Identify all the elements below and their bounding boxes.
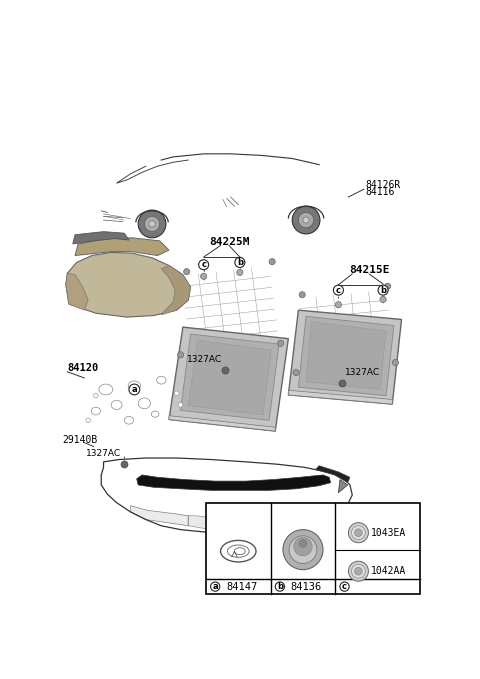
Text: c: c	[336, 286, 341, 295]
Ellipse shape	[111, 400, 122, 409]
Polygon shape	[66, 253, 191, 317]
Text: 1043EA: 1043EA	[371, 528, 406, 538]
Polygon shape	[169, 327, 288, 431]
FancyBboxPatch shape	[356, 532, 361, 536]
Polygon shape	[137, 475, 331, 490]
Circle shape	[237, 270, 243, 276]
Circle shape	[275, 582, 285, 591]
Circle shape	[303, 217, 309, 223]
Ellipse shape	[124, 416, 133, 424]
Polygon shape	[66, 273, 88, 310]
Polygon shape	[161, 265, 191, 315]
Polygon shape	[315, 466, 350, 483]
Circle shape	[149, 221, 155, 227]
Circle shape	[199, 260, 209, 270]
Ellipse shape	[151, 411, 159, 417]
Circle shape	[334, 285, 343, 295]
Text: 1327AC: 1327AC	[345, 368, 381, 377]
Circle shape	[299, 540, 307, 547]
Text: 29140B: 29140B	[63, 435, 98, 445]
Circle shape	[348, 523, 369, 543]
Ellipse shape	[156, 376, 166, 384]
Polygon shape	[288, 310, 402, 404]
Circle shape	[380, 296, 386, 302]
Text: 84116: 84116	[365, 187, 395, 197]
Circle shape	[292, 206, 320, 234]
Text: 1327AC: 1327AC	[187, 355, 222, 364]
Ellipse shape	[91, 407, 100, 415]
Circle shape	[392, 359, 398, 365]
Circle shape	[269, 259, 275, 265]
Text: 1327AC: 1327AC	[86, 449, 121, 458]
Circle shape	[336, 301, 341, 308]
Text: b: b	[380, 286, 386, 295]
Circle shape	[129, 384, 140, 395]
Circle shape	[293, 369, 299, 375]
Text: 1042AA: 1042AA	[371, 566, 406, 576]
Text: 84225M: 84225M	[209, 237, 249, 246]
Circle shape	[294, 537, 312, 556]
Circle shape	[355, 568, 362, 575]
Circle shape	[94, 393, 98, 398]
Circle shape	[378, 285, 388, 295]
Polygon shape	[180, 334, 279, 420]
Circle shape	[384, 283, 391, 289]
Circle shape	[351, 564, 365, 578]
Polygon shape	[188, 516, 288, 531]
Polygon shape	[188, 340, 271, 415]
Circle shape	[348, 561, 369, 581]
Polygon shape	[288, 390, 392, 404]
Circle shape	[277, 340, 284, 346]
Circle shape	[289, 536, 317, 564]
Circle shape	[86, 418, 90, 422]
Ellipse shape	[138, 398, 151, 409]
Circle shape	[340, 582, 349, 591]
FancyBboxPatch shape	[206, 503, 420, 594]
FancyBboxPatch shape	[355, 570, 361, 574]
Circle shape	[144, 216, 160, 232]
Circle shape	[184, 269, 190, 275]
Text: a: a	[132, 385, 137, 394]
Text: b: b	[277, 582, 283, 591]
Polygon shape	[306, 322, 386, 390]
Ellipse shape	[128, 381, 141, 390]
Circle shape	[178, 352, 184, 358]
Text: 84120: 84120	[67, 363, 98, 373]
Text: c: c	[201, 260, 206, 270]
Polygon shape	[131, 506, 188, 526]
Polygon shape	[169, 416, 275, 431]
Text: 84147: 84147	[226, 582, 257, 591]
Circle shape	[235, 257, 245, 268]
Circle shape	[355, 529, 362, 536]
Circle shape	[299, 292, 305, 298]
Circle shape	[211, 582, 220, 591]
Polygon shape	[299, 316, 394, 396]
Circle shape	[178, 403, 183, 407]
Text: 84136: 84136	[291, 582, 322, 591]
Polygon shape	[288, 508, 329, 528]
Circle shape	[351, 526, 365, 540]
Circle shape	[174, 391, 179, 396]
Polygon shape	[75, 238, 169, 255]
Polygon shape	[338, 479, 348, 493]
Circle shape	[201, 273, 207, 279]
Text: a: a	[212, 582, 218, 591]
Circle shape	[299, 213, 314, 227]
Circle shape	[283, 530, 323, 570]
Text: b: b	[237, 258, 243, 267]
Text: 84126R: 84126R	[365, 180, 401, 189]
Ellipse shape	[99, 384, 113, 395]
Polygon shape	[73, 232, 129, 244]
Text: c: c	[342, 582, 347, 591]
Text: 84215E: 84215E	[349, 265, 389, 275]
Circle shape	[138, 210, 166, 238]
